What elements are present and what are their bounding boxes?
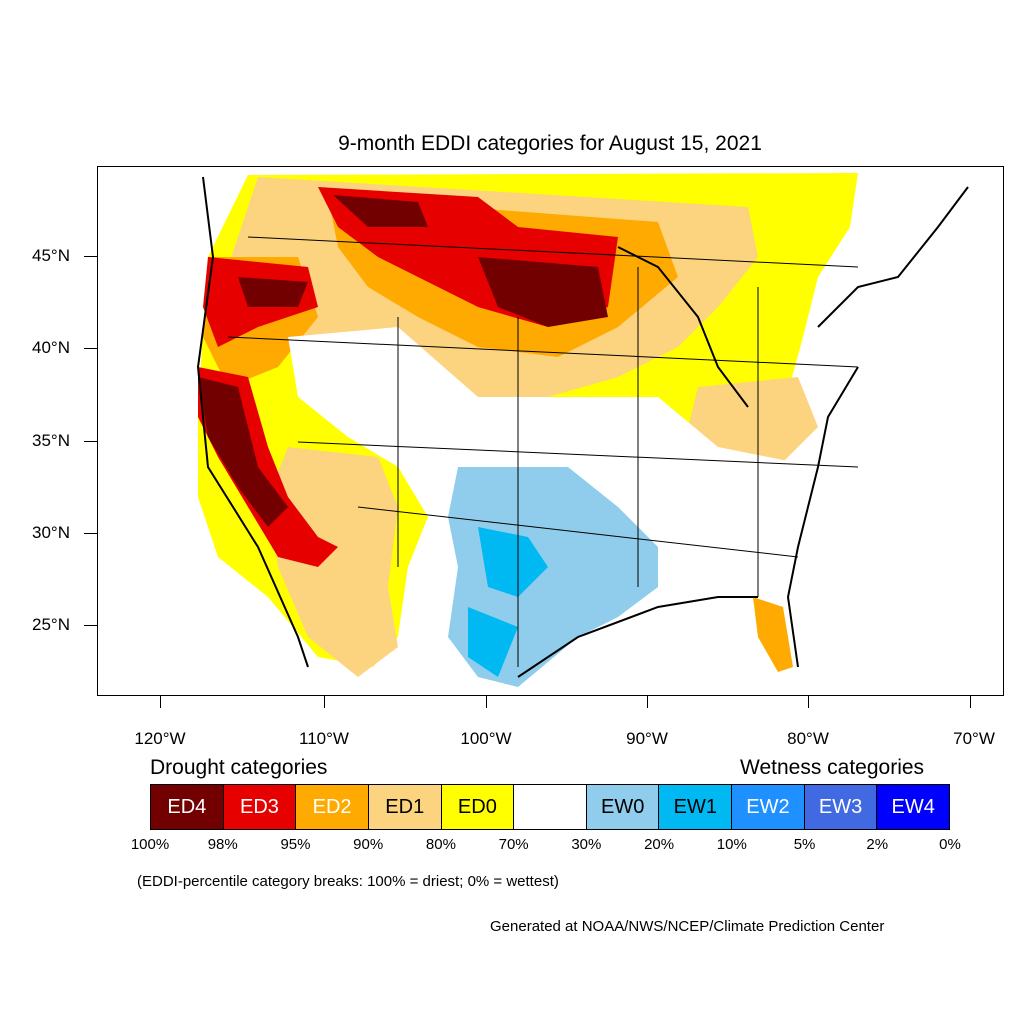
- lat-tick: [84, 348, 97, 349]
- lon-tick: [970, 696, 971, 708]
- percentile-label: 30%: [571, 836, 602, 853]
- legend-swatch: ED2: [296, 785, 369, 829]
- lon-label: 80°W: [787, 729, 829, 748]
- lon-label: 110°W: [299, 729, 349, 748]
- ed1-region-east: [688, 377, 818, 467]
- credit-line: Generated at NOAA/NWS/NCEP/Climate Predi…: [490, 918, 885, 935]
- ed4-region-north: [333, 195, 428, 227]
- florida-region: [753, 597, 793, 672]
- percentile-label: 10%: [716, 836, 747, 853]
- legend-swatch: EW3: [804, 785, 878, 829]
- percentile-label: 98%: [207, 836, 238, 853]
- percentile-label: 5%: [793, 836, 816, 853]
- ew1-region-south: [468, 607, 518, 677]
- lon-tick: [486, 696, 487, 708]
- percentile-label: 100%: [130, 836, 170, 853]
- lon-tick: [324, 696, 325, 708]
- lat-label: 30°N: [32, 523, 70, 542]
- lat-label: 25°N: [32, 615, 70, 634]
- percentile-label: 20%: [644, 836, 675, 853]
- lon-label: 70°W: [953, 729, 995, 748]
- legend-swatch: ED1: [368, 785, 442, 829]
- category-note: (EDDI-percentile category breaks: 100% =…: [137, 873, 559, 890]
- legend-swatch: EW2: [732, 785, 805, 829]
- category-legend: ED4 ED3 ED2 ED1 ED0 EW0 EW1 EW2 EW3 EW4: [150, 784, 950, 830]
- map-title: 9-month EDDI categories for August 15, 2…: [338, 132, 762, 155]
- lat-tick: [84, 441, 97, 442]
- legend-swatch: [514, 785, 587, 829]
- percentile-label: 2%: [866, 836, 889, 853]
- ed4-region-dakotas: [478, 257, 608, 327]
- percentile-label: 0%: [939, 836, 961, 853]
- percentile-label: 80%: [425, 836, 456, 853]
- legend-swatch: ED3: [223, 785, 297, 829]
- lat-tick: [84, 533, 97, 534]
- state-borders: [227, 236, 859, 667]
- lat-tick: [84, 625, 97, 626]
- eddi-map-canvas: [196, 173, 969, 687]
- lon-label: 100°W: [460, 729, 512, 748]
- legend-swatch: ED4: [151, 785, 224, 829]
- legend-swatch: EW1: [659, 785, 733, 829]
- lat-label: 40°N: [32, 338, 70, 357]
- legend-swatch: ED0: [441, 785, 515, 829]
- lon-tick: [808, 696, 809, 708]
- legend-swatch: EW4: [877, 785, 950, 829]
- ed4-region-oregon: [238, 277, 308, 307]
- wetness-heading: Wetness categories: [740, 756, 925, 779]
- lon-tick: [160, 696, 161, 708]
- coastlines: [196, 176, 969, 678]
- lon-tick: [647, 696, 648, 708]
- lat-label: 35°N: [32, 431, 70, 450]
- lat-label: 45°N: [32, 246, 70, 265]
- lon-label: 90°W: [626, 729, 668, 748]
- percentile-label: 95%: [280, 836, 311, 853]
- percentile-label: 70%: [498, 836, 529, 853]
- ed4-region-california: [198, 377, 288, 527]
- percentile-label: 90%: [353, 836, 384, 853]
- eddi-map: [97, 166, 1004, 696]
- lat-tick: [84, 256, 97, 257]
- legend-swatch: EW0: [586, 785, 660, 829]
- ew1-region: [478, 527, 548, 597]
- lon-label: 120°W: [134, 729, 186, 748]
- ed1-region-southwest: [268, 447, 398, 677]
- drought-heading: Drought categories: [150, 756, 328, 779]
